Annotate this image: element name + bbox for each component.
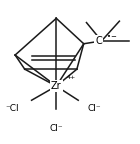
Text: Cl⁻: Cl⁻ <box>49 124 63 133</box>
Text: •−: •− <box>107 34 117 40</box>
Text: ⁻Cl: ⁻Cl <box>6 104 19 113</box>
Text: 4+: 4+ <box>66 75 76 80</box>
Text: Zr: Zr <box>51 81 62 91</box>
Text: C: C <box>95 36 102 46</box>
Text: Cl⁻: Cl⁻ <box>88 104 102 113</box>
